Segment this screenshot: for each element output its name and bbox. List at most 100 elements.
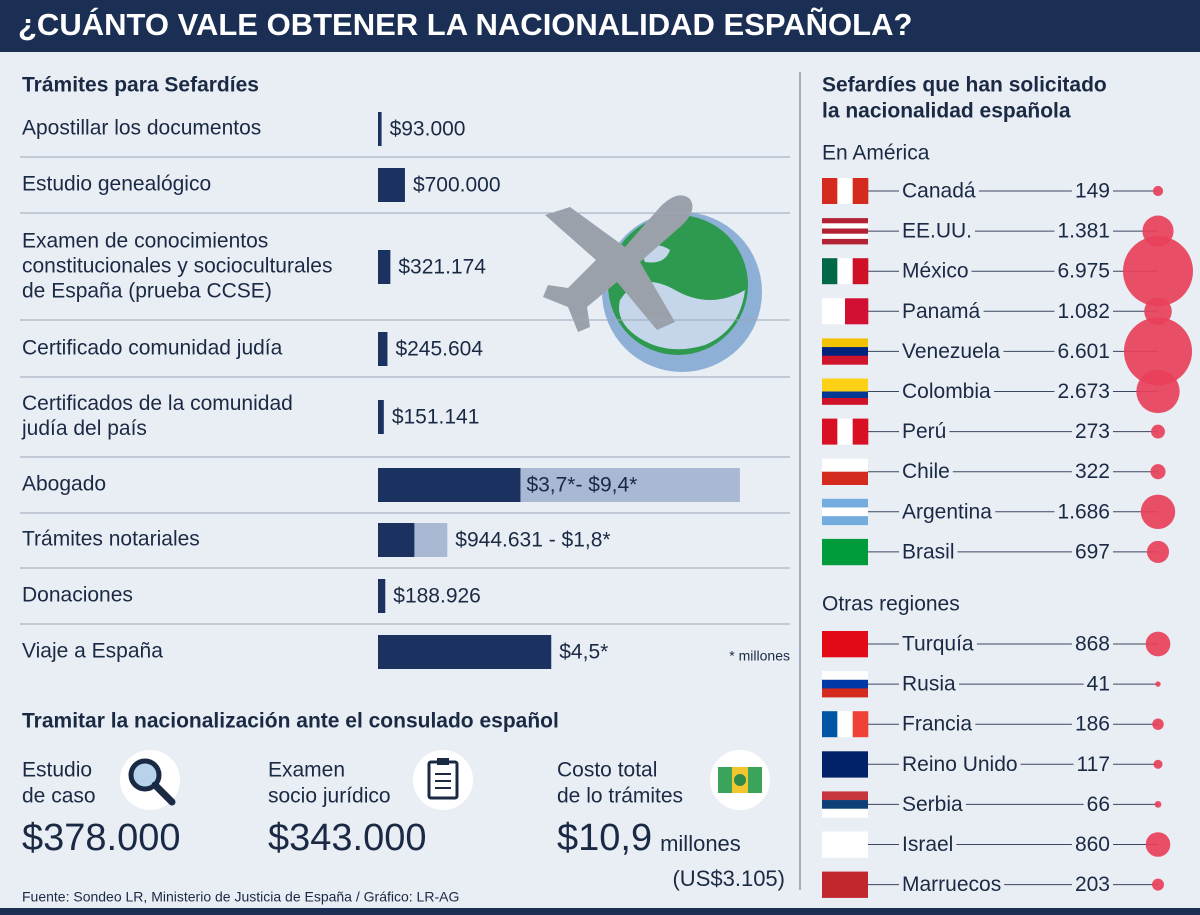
- text-backing: [899, 500, 996, 524]
- text-backing: [1054, 219, 1113, 243]
- group-title: En América: [822, 142, 930, 165]
- flag-stripe: [822, 218, 868, 224]
- magnifier-icon: [120, 750, 180, 810]
- footer-bar: [0, 908, 1200, 915]
- cost-value: $3,7*- $9,4*: [526, 474, 637, 497]
- flag-stripe: [822, 679, 868, 689]
- flag: [822, 711, 869, 738]
- flag-stripe: [822, 355, 868, 365]
- cost-label: judía del país: [21, 417, 147, 440]
- consulate-label: Examen: [268, 759, 345, 782]
- country-value: 322: [1075, 460, 1110, 483]
- country-value: 273: [1075, 420, 1110, 443]
- flag: [822, 831, 868, 858]
- consulate-amount: $343.000: [268, 817, 427, 859]
- flag-stripe: [822, 233, 868, 240]
- text-backing: [899, 339, 1004, 363]
- flag-stripe: [822, 223, 868, 229]
- bubble: [1154, 800, 1162, 808]
- country-name: Rusia: [902, 673, 956, 696]
- flag-stripe: [822, 471, 868, 485]
- text-backing: [1083, 672, 1113, 696]
- cost-label: constitucionales y socioculturales: [22, 255, 333, 278]
- flag-stripe: [837, 258, 853, 285]
- flag: [822, 258, 869, 285]
- bubble: [1153, 759, 1163, 769]
- flag-stripe: [822, 688, 868, 698]
- flag: [822, 378, 868, 405]
- text-backing: [899, 460, 953, 484]
- bubble: [1150, 464, 1166, 480]
- cost-value: $700.000: [413, 174, 501, 197]
- cost-label: Trámites notariales: [22, 528, 200, 551]
- cost-bar: [378, 168, 405, 202]
- consulate-unit: millones: [660, 831, 741, 856]
- flag-stripe: [852, 258, 869, 285]
- cost-label: Certificados de la comunidad: [22, 392, 293, 415]
- text-backing: [899, 752, 1021, 776]
- cost-bar: [378, 112, 382, 146]
- section-title: Sefardíes que han solicitado: [822, 74, 1107, 97]
- flag-stripe: [822, 338, 868, 348]
- cost-value: $321.174: [398, 256, 486, 279]
- flag-stripe: [852, 711, 869, 738]
- country-name: Marruecos: [902, 873, 1001, 896]
- cost-label: Estudio genealógico: [22, 173, 211, 196]
- cost-bar: [378, 635, 552, 669]
- flag-stripe: [822, 258, 838, 285]
- section-title: Trámites para Sefardíes: [22, 74, 259, 97]
- note: * millones: [729, 648, 790, 664]
- text-backing: [899, 420, 950, 444]
- flag: [822, 178, 869, 204]
- text-backing: [899, 873, 1005, 897]
- text-backing: [1071, 873, 1113, 897]
- flag-stripe: [822, 238, 868, 245]
- text-backing: [1073, 752, 1113, 776]
- cost-value: $151.141: [392, 406, 480, 429]
- text-backing: [1071, 460, 1113, 484]
- country-name: Serbia: [902, 793, 963, 816]
- flag-stripe: [822, 791, 868, 801]
- text-backing: [899, 712, 976, 736]
- clipboard-icon: [413, 750, 473, 810]
- flag: [822, 418, 869, 445]
- text-backing: [899, 540, 958, 564]
- country-name: Francia: [902, 713, 972, 736]
- cost-label: Viaje a España: [22, 640, 163, 663]
- cost-value: $188.926: [393, 585, 481, 608]
- flag-stripe: [822, 631, 868, 658]
- page-title: ¿CUÁNTO VALE OBTENER LA NACIONALIDAD ESP…: [18, 7, 912, 42]
- flag-stripe: [822, 378, 868, 386]
- bubble: [1136, 369, 1180, 414]
- text-backing: [899, 632, 977, 656]
- bubble: [1151, 424, 1165, 439]
- bubble: [1152, 185, 1164, 197]
- cost-value: $245.604: [395, 338, 483, 361]
- country-value: 860: [1075, 833, 1110, 856]
- flag-stripe: [822, 347, 868, 357]
- consulate-label: Costo total: [557, 759, 657, 782]
- cost-bar: [378, 579, 386, 613]
- country-name: Chile: [902, 460, 950, 483]
- bubble: [1155, 681, 1161, 687]
- flag: [822, 871, 868, 898]
- cost-value: $944.631 - $1,8*: [455, 529, 610, 552]
- bubble: [1123, 317, 1193, 386]
- cost-value: $93.000: [390, 118, 466, 141]
- cost-label: Abogado: [22, 473, 106, 496]
- flag-stripe: [822, 538, 868, 566]
- cost-label: Apostillar los documentos: [22, 117, 261, 140]
- text-backing: [1083, 792, 1113, 816]
- country-value: 186: [1075, 713, 1110, 736]
- flag-stripe: [822, 385, 868, 392]
- flag-stripe: [822, 800, 868, 810]
- text-backing: [1071, 833, 1113, 857]
- country-value: 697: [1075, 540, 1110, 563]
- cost-label: Certificado comunidad judía: [22, 337, 283, 360]
- flag: [822, 631, 868, 658]
- country-name: Canadá: [902, 180, 976, 203]
- flag-stripe: [852, 178, 869, 204]
- country-name: Argentina: [902, 500, 992, 523]
- cost-value: $4,5*: [559, 641, 608, 664]
- group-title: Otras regiones: [822, 593, 960, 616]
